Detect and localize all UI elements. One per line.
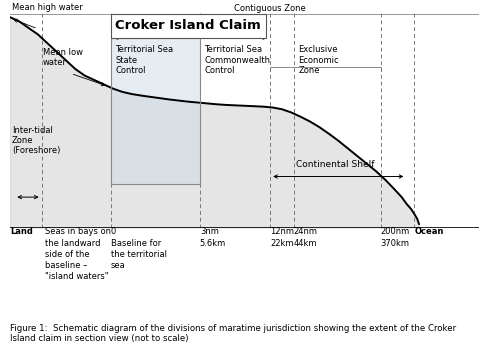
Text: Ocean: Ocean	[414, 228, 444, 237]
Text: 0
Baseline for
the territorial
sea: 0 Baseline for the territorial sea	[111, 228, 166, 270]
Text: 200nm
370km: 200nm 370km	[380, 228, 410, 247]
Bar	[111, 38, 200, 184]
Bar	[111, 38, 200, 184]
Text: Territorial Sea: Territorial Sea	[159, 25, 222, 34]
Text: Seas in bays on
the landward
side of the
baseline –
"island waters": Seas in bays on the landward side of the…	[45, 228, 111, 281]
Text: 24nm
44km: 24nm 44km	[294, 228, 318, 247]
Bar	[111, 14, 266, 38]
Text: Contiguous Zone: Contiguous Zone	[234, 4, 306, 13]
Text: Continental Shelf: Continental Shelf	[296, 160, 375, 169]
Text: Mean high water: Mean high water	[12, 2, 83, 12]
Text: Land: Land	[11, 228, 33, 237]
Text: Mean low
water: Mean low water	[43, 48, 83, 67]
Text: 3nm
5.6km: 3nm 5.6km	[200, 228, 226, 247]
Text: Figure 1:  Schematic diagram of the divisions of maratime jurisdiction showing t: Figure 1: Schematic diagram of the divis…	[10, 324, 456, 343]
Text: Exclusive
Economic
Zone: Exclusive Economic Zone	[299, 45, 339, 75]
Text: Inter-tidal
Zone
(Foreshore): Inter-tidal Zone (Foreshore)	[12, 126, 61, 155]
Text: Territorial Sea
State
Control: Territorial Sea State Control	[115, 45, 173, 75]
Text: 12nm
22km: 12nm 22km	[270, 228, 294, 247]
Text: Territorial Sea
Commonwealth
Control: Territorial Sea Commonwealth Control	[205, 45, 271, 75]
Text: Croker Island Claim: Croker Island Claim	[115, 19, 261, 32]
